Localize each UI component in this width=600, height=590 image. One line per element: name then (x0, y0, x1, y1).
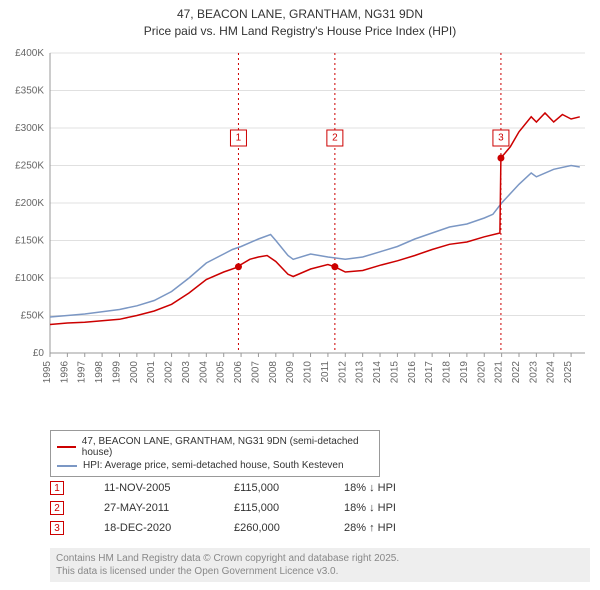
svg-text:2004: 2004 (198, 361, 209, 384)
svg-text:£100K: £100K (15, 273, 44, 284)
svg-text:2020: 2020 (476, 361, 487, 384)
legend-row: HPI: Average price, semi-detached house,… (57, 459, 373, 472)
footer-line-2: This data is licensed under the Open Gov… (56, 565, 584, 578)
legend-box: 47, BEACON LANE, GRANTHAM, NG31 9DN (sem… (50, 430, 380, 477)
svg-text:£250K: £250K (15, 161, 44, 172)
svg-text:2024: 2024 (546, 361, 557, 384)
svg-text:2006: 2006 (233, 361, 244, 384)
svg-text:2015: 2015 (389, 361, 400, 384)
svg-text:£0: £0 (33, 348, 45, 359)
marker-date: 27-MAY-2011 (104, 502, 194, 514)
svg-text:2017: 2017 (424, 361, 435, 384)
marker-row: 2 27-MAY-2011 £115,000 18% ↓ HPI (50, 498, 434, 518)
legend-swatch-1 (57, 465, 77, 467)
svg-text:2003: 2003 (181, 361, 192, 384)
svg-text:2001: 2001 (146, 361, 157, 384)
svg-text:2011: 2011 (320, 361, 331, 383)
legend-label-0: 47, BEACON LANE, GRANTHAM, NG31 9DN (sem… (82, 436, 373, 458)
legend-row: 47, BEACON LANE, GRANTHAM, NG31 9DN (sem… (57, 435, 373, 459)
svg-text:2002: 2002 (164, 361, 175, 384)
svg-text:1995: 1995 (42, 361, 53, 384)
svg-text:2013: 2013 (355, 361, 366, 384)
markers-table: 1 11-NOV-2005 £115,000 18% ↓ HPI 2 27-MA… (50, 478, 434, 538)
title-line-2: Price paid vs. HM Land Registry's House … (0, 23, 600, 40)
svg-text:2025: 2025 (563, 361, 574, 384)
svg-text:2008: 2008 (268, 361, 279, 384)
legend-swatch-0 (57, 446, 76, 448)
svg-text:£300K: £300K (15, 123, 44, 134)
marker-date: 11-NOV-2005 (104, 482, 194, 494)
svg-text:2012: 2012 (337, 361, 348, 384)
svg-text:£350K: £350K (15, 86, 44, 97)
marker-price: £115,000 (234, 482, 304, 494)
svg-text:2005: 2005 (216, 361, 227, 384)
svg-text:2009: 2009 (285, 361, 296, 384)
svg-text:2: 2 (332, 133, 338, 144)
legend-label-1: HPI: Average price, semi-detached house,… (83, 460, 344, 471)
footer: Contains HM Land Registry data © Crown c… (50, 548, 590, 582)
chart-area: £0£50K£100K£150K£200K£250K£300K£350K£400… (50, 48, 590, 398)
svg-text:1998: 1998 (94, 361, 105, 384)
marker-badge-2: 2 (50, 501, 64, 515)
svg-text:2022: 2022 (511, 361, 522, 384)
svg-text:2021: 2021 (494, 361, 505, 384)
svg-text:3: 3 (498, 133, 504, 144)
marker-date: 18-DEC-2020 (104, 522, 194, 534)
marker-row: 3 18-DEC-2020 £260,000 28% ↑ HPI (50, 518, 434, 538)
svg-text:£400K: £400K (15, 48, 44, 59)
svg-text:2000: 2000 (129, 361, 140, 384)
marker-price: £115,000 (234, 502, 304, 514)
svg-text:1997: 1997 (77, 361, 88, 384)
footer-line-1: Contains HM Land Registry data © Crown c… (56, 552, 584, 565)
marker-badge-3: 3 (50, 521, 64, 535)
svg-text:£50K: £50K (21, 311, 45, 322)
chart-container: 47, BEACON LANE, GRANTHAM, NG31 9DN Pric… (0, 0, 600, 590)
marker-price: £260,000 (234, 522, 304, 534)
svg-text:2007: 2007 (250, 361, 261, 384)
svg-text:2023: 2023 (528, 361, 539, 384)
svg-text:1999: 1999 (111, 361, 122, 384)
svg-text:£150K: £150K (15, 236, 44, 247)
marker-pct: 18% ↓ HPI (344, 482, 434, 494)
title-block: 47, BEACON LANE, GRANTHAM, NG31 9DN Pric… (0, 0, 600, 40)
svg-text:£200K: £200K (15, 198, 44, 209)
svg-text:2016: 2016 (407, 361, 418, 384)
marker-pct: 18% ↓ HPI (344, 502, 434, 514)
svg-text:2018: 2018 (442, 361, 453, 384)
svg-text:1996: 1996 (59, 361, 70, 384)
marker-row: 1 11-NOV-2005 £115,000 18% ↓ HPI (50, 478, 434, 498)
svg-text:2019: 2019 (459, 361, 470, 384)
svg-text:2014: 2014 (372, 361, 383, 384)
marker-pct: 28% ↑ HPI (344, 522, 434, 534)
chart-svg: £0£50K£100K£150K£200K£250K£300K£350K£400… (50, 48, 590, 398)
title-line-1: 47, BEACON LANE, GRANTHAM, NG31 9DN (0, 6, 600, 23)
marker-badge-1: 1 (50, 481, 64, 495)
svg-text:2010: 2010 (303, 361, 314, 384)
svg-text:1: 1 (236, 133, 242, 144)
